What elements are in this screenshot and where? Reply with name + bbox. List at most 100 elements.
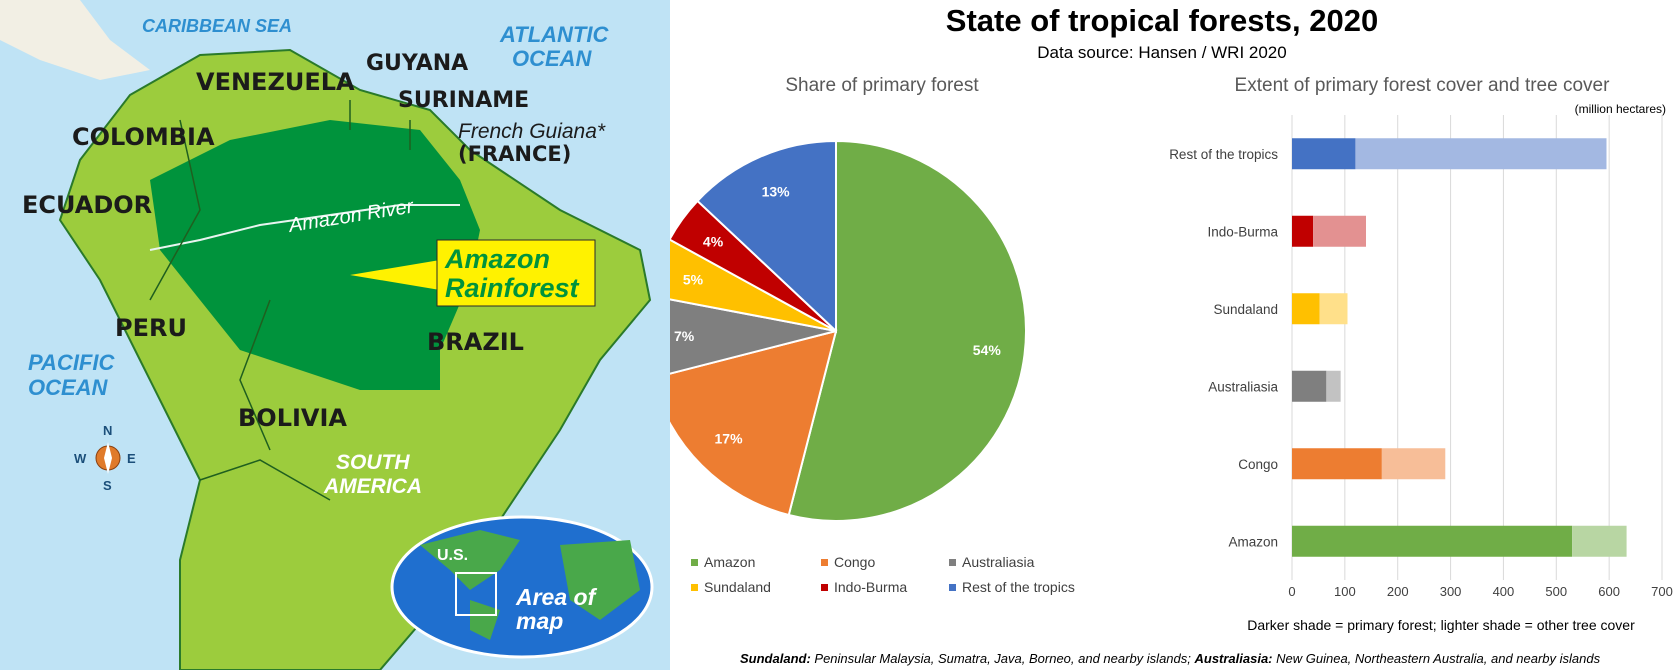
legend-item-sundaland: Sundaland (704, 579, 771, 595)
bar-other-congo (1381, 448, 1446, 480)
bar-category-labels: Rest of the tropics Indo-Burma Sundaland Au… (1169, 147, 1278, 550)
x-tick-300: 300 (1440, 584, 1462, 599)
x-tick-100: 100 (1334, 584, 1356, 599)
borders (149, 100, 411, 501)
locator-globe: U.S. Area of map (390, 515, 654, 659)
suriname-label: SURINAME (398, 88, 529, 113)
peru-label: PERU (115, 314, 187, 342)
bar-other-rest-of-the-tropics (1355, 138, 1607, 170)
atlantic-label-2: OCEAN (512, 46, 593, 71)
pie-slice-congo (670, 329, 838, 517)
forest-charts: State of tropical forests, 2020 Data sou… (670, 0, 1675, 670)
pie-label-australiasia: 7% (674, 328, 695, 344)
pie-label-sundaland: 5% (683, 272, 704, 288)
compass-s: S (103, 478, 112, 493)
chart-canvas: State of tropical forests, 2020 Data sou… (670, 3, 1673, 666)
legend-swatch-congo (821, 559, 828, 566)
x-tick-700: 700 (1651, 584, 1673, 599)
pie-label-rest-of-the-tropics: 13% (762, 184, 791, 200)
legend-swatch-amazon (691, 559, 698, 566)
bar-primary-australiasia (1292, 370, 1327, 402)
main-title: State of tropical forests, 2020 (946, 3, 1378, 38)
map-illustration: CARIBBEAN SEA ATLANTIC OCEAN GUYANA VENE… (0, 0, 670, 670)
pie-label-amazon: 54% (973, 342, 1002, 358)
legend-item-indo-burma: Indo-Burma (834, 579, 907, 595)
south-america-label-1: SOUTH (336, 451, 410, 474)
compass-rose: N S E W (74, 423, 136, 493)
legend-item-amazon: Amazon (704, 554, 755, 570)
ecuador-label: ECUADOR (22, 191, 152, 219)
footnote: Sundaland: Peninsular Malaysia, Sumatra,… (740, 651, 1601, 666)
legend-swatch-sundaland (691, 584, 698, 591)
south-america-label-2: AMERICA (323, 475, 422, 498)
callout-pointer (350, 260, 440, 290)
pie-legend: Amazon Congo Australiasia Sundaland Indo-Bur… (691, 554, 1075, 595)
compass-e: E (127, 451, 136, 466)
x-tick-200: 200 (1387, 584, 1409, 599)
compass-n: N (103, 423, 112, 438)
legend-swatch-rest-of-the-tropics (949, 584, 956, 591)
footnote-sundaland-text: Peninsular Malaysia, Sumatra, Java, Born… (811, 651, 1195, 666)
bar-tick-labels: 0 100 200 300 400 500 600 700 (1288, 584, 1672, 599)
bar-other-amazon (1572, 525, 1627, 557)
main-subtitle: Data source: Hansen / WRI 2020 (1037, 43, 1286, 62)
amazon-river-line (149, 204, 460, 251)
category-label-sundaland: Sundaland (1213, 302, 1278, 317)
x-tick-600: 600 (1598, 584, 1620, 599)
colombia-label: COLOMBIA (72, 123, 215, 151)
bar-primary-indo-burma (1292, 215, 1314, 247)
pie-chart: 54% 17% 7% 5% 4% 13% (670, 139, 1027, 522)
category-label-congo: Congo (1238, 457, 1278, 472)
category-label-rest-of-the-tropics: Rest of the tropics (1169, 147, 1278, 162)
pie-label-indo-burma: 4% (703, 234, 724, 250)
rainforest-area (150, 120, 480, 390)
bar-other-sundaland (1319, 293, 1348, 325)
globe-area-box (455, 572, 497, 616)
category-label-amazon: Amazon (1228, 534, 1278, 549)
pie-slice-rest-of-the-tropics (696, 139, 837, 334)
callout-box (436, 239, 596, 307)
category-label-indo-burma: Indo-Burma (1207, 224, 1278, 239)
bar-primary-amazon (1292, 525, 1573, 557)
footnote-sundaland-term: Sundaland: (740, 651, 811, 666)
pie-label-congo: 17% (715, 430, 744, 446)
bar-title: Extent of primary forest cover and tree … (1235, 75, 1611, 96)
legend-item-rest-of-the-tropics: Rest of the tropics (962, 579, 1075, 595)
amazon-map: CARIBBEAN SEA ATLANTIC OCEAN GUYANA VENE… (0, 0, 670, 670)
bar-chart (1292, 138, 1627, 557)
x-tick-0: 0 (1288, 584, 1295, 599)
callout-label-1: Amazon (444, 244, 550, 274)
brazil-label: BRAZIL (427, 328, 524, 356)
pie-title: Share of primary forest (785, 75, 979, 96)
pacific-label-2: OCEAN (28, 375, 109, 400)
callout-label-2: Rainforest (445, 273, 580, 303)
us-label: U.S. (437, 547, 468, 564)
guyana-label: GUYANA (366, 51, 468, 76)
caribbean-sea-label: CARIBBEAN SEA (142, 16, 292, 36)
area-of-map-label-2: map (516, 608, 563, 634)
legend-swatch-australiasia (949, 559, 956, 566)
venezuela-label: VENEZUELA (196, 68, 355, 96)
central-america-land (0, 0, 150, 80)
area-of-map-label-1: Area of (515, 584, 598, 610)
x-tick-500: 500 (1545, 584, 1567, 599)
bolivia-label: BOLIVIA (238, 404, 347, 432)
footnote-australiasia-text: New Guinea, Northeastern Australia, and … (1273, 651, 1601, 666)
category-label-australiasia: Australiasia (1208, 379, 1278, 394)
legend-swatch-indo-burma (821, 584, 828, 591)
legend-item-congo: Congo (834, 554, 875, 570)
compass-needle (104, 442, 112, 474)
bar-grid (1291, 115, 1663, 580)
pie-slice-australiasia (670, 298, 837, 375)
pie-slice-amazon (787, 139, 1027, 522)
bar-other-indo-burma (1313, 215, 1366, 247)
atlantic-label-1: ATLANTIC (499, 22, 609, 47)
bar-other-australiasia (1326, 370, 1341, 402)
france-label: (FRANCE) (458, 142, 571, 166)
globe-land (420, 530, 640, 640)
bar-unit-label: (million hectares) (1575, 102, 1666, 116)
x-tick-400: 400 (1493, 584, 1515, 599)
french-guiana-label: French Guiana* (458, 120, 606, 143)
legend-item-australiasia: Australiasia (962, 554, 1035, 570)
rainforest-callout: Amazon Rainforest (350, 239, 596, 307)
